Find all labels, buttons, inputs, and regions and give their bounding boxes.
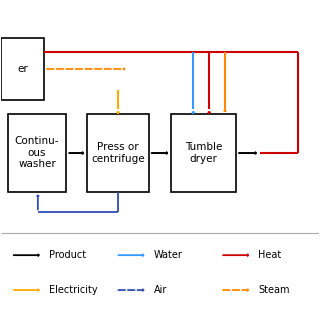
Text: Steam: Steam	[258, 285, 290, 295]
Text: Continu-
ous
washer: Continu- ous washer	[15, 136, 59, 170]
FancyBboxPatch shape	[171, 114, 236, 192]
Text: Electricity: Electricity	[49, 285, 98, 295]
FancyBboxPatch shape	[87, 114, 149, 192]
Text: Heat: Heat	[258, 250, 282, 260]
FancyBboxPatch shape	[1, 38, 44, 100]
Text: Water: Water	[154, 250, 182, 260]
Text: Air: Air	[154, 285, 167, 295]
Text: er: er	[17, 64, 28, 74]
Text: Press or
centrifuge: Press or centrifuge	[91, 142, 145, 164]
Text: Tumble
dryer: Tumble dryer	[185, 142, 222, 164]
FancyBboxPatch shape	[8, 114, 67, 192]
Text: Product: Product	[49, 250, 86, 260]
